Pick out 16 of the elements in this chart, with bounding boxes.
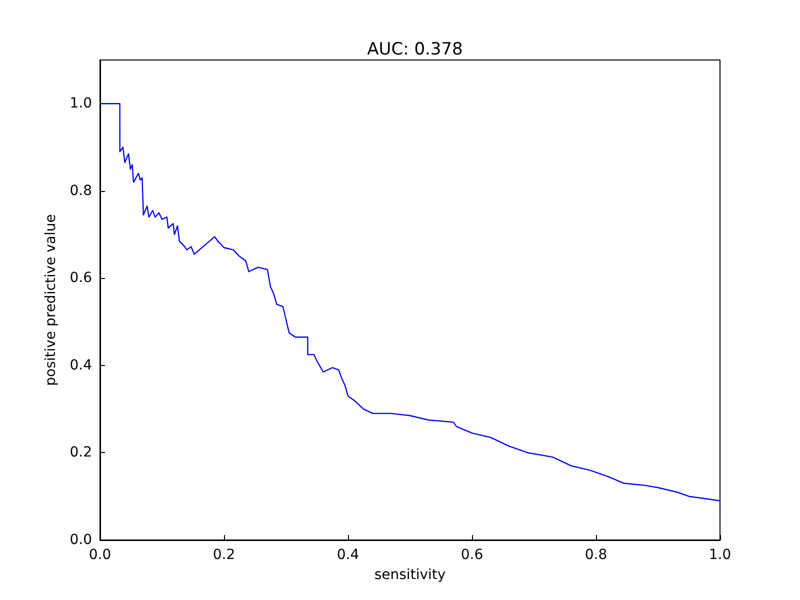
- y-tick-label: 0.2: [70, 444, 92, 461]
- y-tick-label: 1.0: [70, 96, 92, 112]
- y-tick-label: 0.8: [70, 182, 92, 199]
- x-tick-label: 0.6: [460, 547, 484, 563]
- x-tick-label: 0.8: [584, 547, 608, 563]
- y-tick-label: 0.4: [70, 357, 92, 374]
- y-tick-label: 0.0: [70, 532, 92, 548]
- y-tick-label: 0.6: [70, 270, 92, 286]
- x-axis-title: sensitivity: [374, 567, 446, 583]
- y-axis-title: positive predictive value: [43, 214, 59, 386]
- chart-title: AUC: 0.378: [367, 40, 463, 60]
- x-tick-label: 0.2: [212, 547, 236, 563]
- line-series: [99, 103, 721, 502]
- x-tick-label: 1.0: [708, 547, 732, 563]
- x-tick-label: 0.0: [88, 547, 112, 563]
- x-tick-label: 0.4: [336, 547, 360, 563]
